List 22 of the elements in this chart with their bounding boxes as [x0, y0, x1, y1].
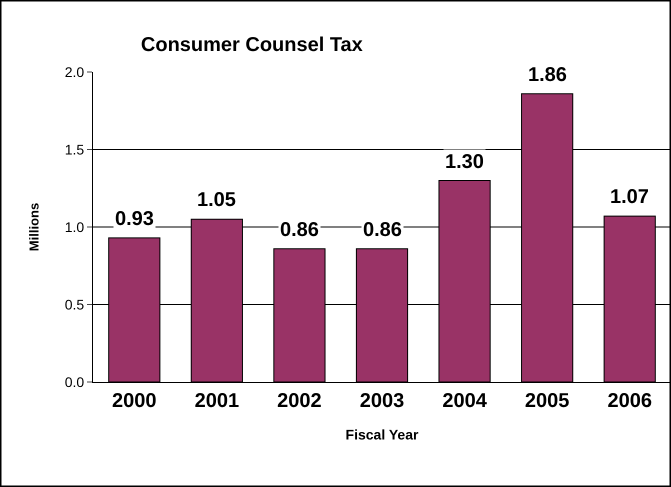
y-tick-label: 1.0: [64, 218, 84, 235]
x-tick-label: 2006: [607, 390, 652, 412]
data-label: 1.30: [445, 151, 484, 173]
x-tick-label: 2004: [442, 390, 488, 412]
data-label: 0.86: [363, 219, 402, 241]
y-tick-label: 1.5: [64, 141, 84, 158]
x-tick-label: 2001: [194, 390, 240, 412]
data-label: 1.05: [197, 189, 236, 211]
y-tick-label: 0.5: [64, 296, 84, 312]
chart-title: Consumer Counsel Tax: [140, 34, 363, 56]
y-axis-title: Millions: [26, 202, 42, 252]
x-tick-label: 2000: [112, 390, 157, 412]
y-tick-label: 0.0: [64, 374, 84, 390]
x-tick-label: 2005: [524, 390, 570, 412]
data-label: 0.93: [115, 208, 154, 230]
data-label: 1.07: [610, 186, 649, 208]
data-label: 0.86: [280, 219, 319, 241]
x-tick-label: 2003: [360, 390, 404, 412]
x-axis-title: Fiscal Year: [346, 426, 420, 442]
x-tick-label: 2002: [277, 390, 322, 412]
y-tick-label: 2.0: [64, 64, 84, 80]
data-label: 1.86: [528, 64, 567, 86]
